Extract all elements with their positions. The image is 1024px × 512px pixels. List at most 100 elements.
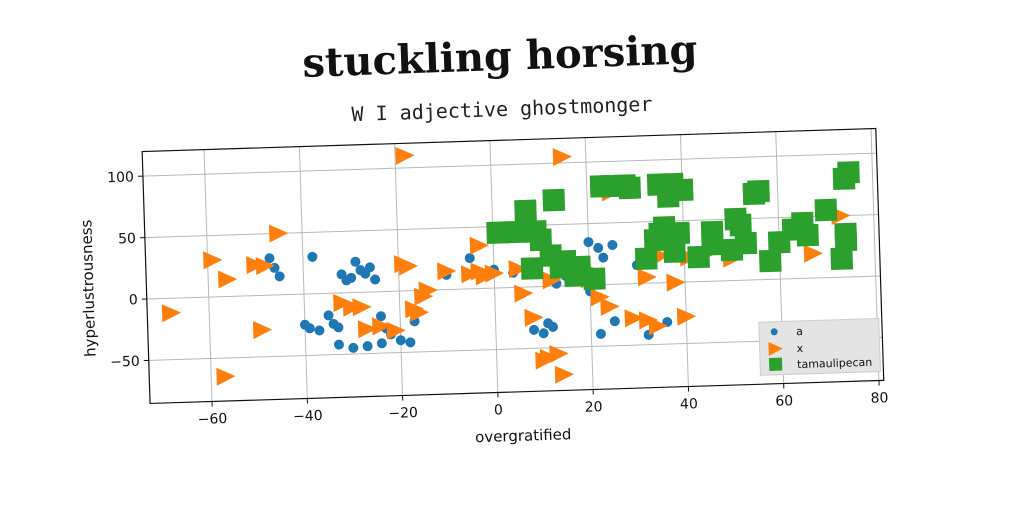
- x-tick-label: 80: [870, 390, 888, 407]
- point-x: [542, 271, 562, 290]
- point-x: [552, 148, 572, 167]
- point-tamaulipecan: [734, 231, 758, 255]
- point-x: [386, 321, 406, 340]
- point-a: [323, 310, 334, 321]
- legend-label-a: a: [796, 325, 803, 338]
- point-a: [307, 251, 318, 262]
- legend-marker-tamaulipecan: [768, 357, 783, 371]
- point-x: [352, 298, 372, 317]
- point-tamaulipecan: [663, 240, 686, 264]
- point-x: [216, 367, 236, 386]
- point-x: [469, 236, 489, 255]
- point-a: [370, 274, 381, 285]
- y-tick-labels: −50 0 50 100: [107, 169, 140, 370]
- point-tamaulipecan: [618, 176, 642, 200]
- point-a: [376, 338, 387, 349]
- point-x: [418, 281, 438, 300]
- point-x: [252, 321, 273, 340]
- x-tick-label: 60: [775, 393, 793, 410]
- point-tamaulipecan: [700, 220, 724, 244]
- point-a: [595, 328, 606, 339]
- point-a: [362, 341, 373, 352]
- point-a: [346, 272, 357, 283]
- x-tick-label: 0: [494, 402, 503, 418]
- x-gridline: [203, 149, 213, 402]
- x-tick-labels: −60 −40 −20 0 20 40 60 80: [198, 390, 889, 428]
- point-tamaulipecan: [514, 199, 537, 223]
- point-x: [395, 146, 415, 165]
- point-x: [590, 288, 610, 307]
- legend-marker-a: [770, 328, 778, 336]
- point-x: [524, 308, 544, 327]
- point-x: [342, 298, 363, 317]
- point-a: [405, 337, 416, 348]
- point-a: [364, 262, 375, 273]
- point-x: [637, 268, 657, 287]
- point-tamaulipecan: [634, 247, 658, 271]
- x-tick-label: −20: [388, 405, 418, 422]
- point-x: [508, 260, 528, 279]
- series-tamaulipecan: [486, 161, 860, 291]
- y-gridline: [146, 275, 881, 300]
- point-tamaulipecan: [814, 198, 838, 222]
- point-tamaulipecan: [583, 267, 606, 291]
- legend: a x tamaulipecan: [758, 317, 881, 376]
- point-x: [648, 317, 668, 336]
- plot-frame: [141, 127, 885, 405]
- series-a: [264, 237, 673, 353]
- point-x: [549, 344, 569, 363]
- point-x: [161, 304, 182, 323]
- x-axis-label: overgratified: [475, 425, 572, 446]
- point-tamaulipecan: [505, 220, 528, 244]
- point-a: [464, 253, 475, 264]
- point-tamaulipecan: [520, 257, 544, 280]
- y-tick-label: 100: [107, 169, 134, 186]
- point-a: [314, 325, 325, 336]
- point-x: [437, 262, 457, 281]
- point-x: [600, 297, 620, 316]
- point-x: [203, 251, 223, 270]
- y-tick-label: 0: [129, 292, 138, 308]
- legend-marker-x: [768, 341, 783, 356]
- y-gridline: [142, 152, 877, 177]
- y-tick-label: 50: [118, 231, 136, 248]
- point-tamaulipecan: [837, 161, 860, 184]
- point-tamaulipecan: [796, 223, 819, 247]
- point-x: [514, 284, 534, 303]
- point-tamaulipecan: [834, 222, 858, 246]
- point-x: [676, 307, 697, 326]
- point-a: [274, 271, 285, 282]
- point-x: [666, 273, 686, 292]
- x-tick-label: 20: [585, 399, 603, 416]
- point-a: [547, 321, 558, 332]
- point-tamaulipecan: [542, 188, 566, 212]
- point-a: [264, 253, 275, 264]
- point-tamaulipecan: [758, 249, 782, 273]
- x-tick-label: −60: [198, 411, 228, 428]
- x-tick-label: 40: [680, 396, 698, 413]
- point-tamaulipecan: [729, 213, 752, 237]
- legend-label-x: x: [796, 342, 803, 355]
- point-x: [372, 317, 392, 336]
- x-tick-label: −40: [293, 408, 323, 425]
- point-a: [529, 324, 540, 335]
- point-x: [398, 257, 419, 276]
- point-a: [348, 342, 359, 353]
- legend-box: [758, 317, 881, 376]
- point-tamaulipecan: [486, 221, 509, 244]
- point-x: [475, 267, 495, 286]
- point-x: [624, 309, 644, 328]
- point-tamaulipecan: [747, 179, 770, 203]
- point-a: [538, 328, 549, 339]
- point-tamaulipecan: [830, 247, 854, 271]
- point-a: [375, 311, 386, 322]
- point-x: [638, 311, 659, 330]
- plot-area: −60 −40 −20 0 20 40 60 80 −50 0 50 100 overgratifi…: [77, 127, 889, 446]
- point-a: [304, 323, 315, 334]
- point-a: [598, 252, 609, 263]
- point-tamaulipecan: [667, 221, 691, 245]
- point-x: [333, 293, 353, 312]
- point-a: [333, 339, 344, 350]
- point-x: [460, 265, 481, 284]
